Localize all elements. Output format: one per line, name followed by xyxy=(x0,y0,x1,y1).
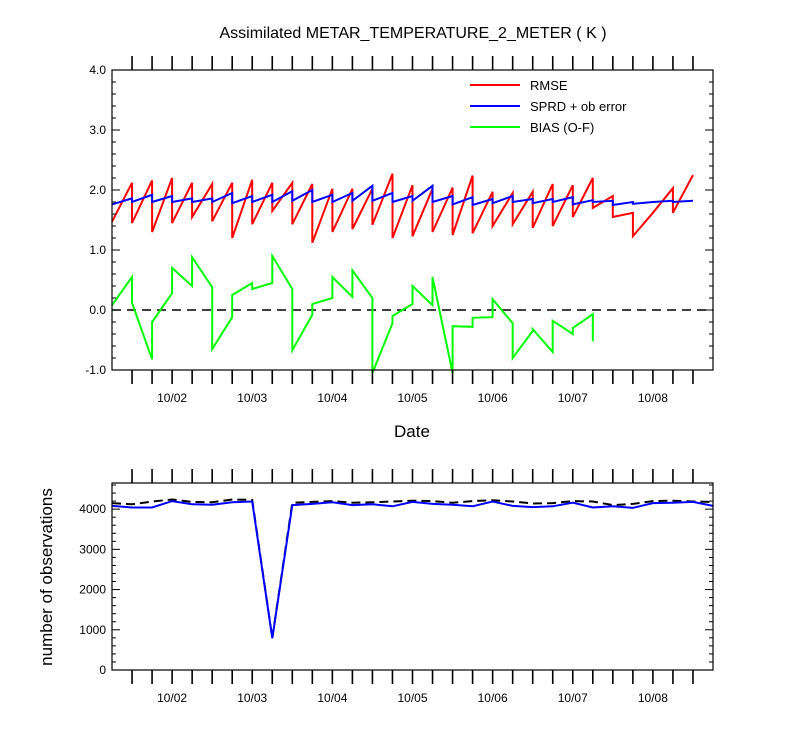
x-tick-label: 10/02 xyxy=(157,391,187,405)
x-tick-label: 10/07 xyxy=(558,691,588,705)
x-tick-label: 10/06 xyxy=(478,691,508,705)
top-panel: Assimilated METAR_TEMPERATURE_2_METER ( … xyxy=(85,25,714,441)
x-tick-label: 10/04 xyxy=(317,391,347,405)
y-tick-label: 4000 xyxy=(79,502,106,516)
legend: RMSE SPRD + ob error BIAS (O-F) xyxy=(470,78,627,135)
y-tick-label: 3000 xyxy=(79,542,106,556)
top-plot-frame xyxy=(111,69,714,371)
series-line-possible-observations xyxy=(111,498,714,638)
x-tick-label: 10/05 xyxy=(397,691,427,705)
y-tick-label: 0.0 xyxy=(89,303,106,317)
series-line-assimilated-observations xyxy=(111,500,714,639)
legend-label-bias-o-f: BIAS (O-F) xyxy=(530,120,594,135)
y-tick-label: 1.0 xyxy=(89,243,106,257)
y-tick-label: 3.0 xyxy=(89,123,106,137)
y-tick-label: 2.0 xyxy=(89,183,106,197)
legend-label-sprd-ob-error: SPRD + ob error xyxy=(530,99,627,114)
x-axis-title: Date xyxy=(394,422,430,441)
y-tick-label: 2000 xyxy=(79,583,106,597)
x-tick-label: 10/03 xyxy=(237,391,267,405)
y-tick-label: -1.0 xyxy=(85,363,106,377)
x-tick-label: 10/07 xyxy=(558,391,588,405)
x-tick-label: 10/08 xyxy=(638,691,668,705)
bottom-panel: 0 1000 2000 3000 4000 10/02 10/03 10/04 10/05 10… xyxy=(37,469,714,705)
y-tick-label: 1000 xyxy=(79,623,106,637)
x-tick-label: 10/06 xyxy=(478,391,508,405)
y-tick-label: 0 xyxy=(99,663,106,677)
y-tick-label: 4.0 xyxy=(89,63,106,77)
y-axis-title-observations: number of observations xyxy=(37,488,56,666)
series-line-bias-o-f xyxy=(111,252,594,374)
series-line-sprd-ob-error xyxy=(111,183,694,207)
x-tick-label: 10/02 xyxy=(157,691,187,705)
series-line-rmse xyxy=(111,173,694,244)
x-tick-label: 10/08 xyxy=(638,391,668,405)
bottom-plot-frame xyxy=(111,482,714,671)
x-tick-label: 10/05 xyxy=(397,391,427,405)
x-tick-label: 10/03 xyxy=(237,691,267,705)
legend-label-rmse: RMSE xyxy=(530,78,568,93)
chart-title: Assimilated METAR_TEMPERATURE_2_METER ( … xyxy=(219,25,606,42)
x-tick-label: 10/04 xyxy=(317,691,347,705)
